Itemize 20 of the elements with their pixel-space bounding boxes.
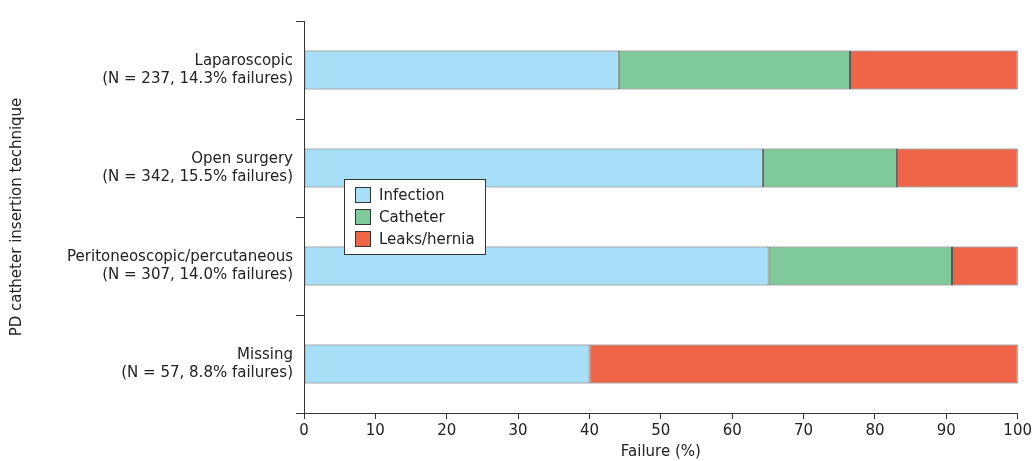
y-axis-title: PD catheter insertion technique [6,97,25,337]
x-tick-label: 30 [508,420,528,439]
y-tick-label: Laparoscopic (N = 237, 14.3% failures) [102,50,293,87]
x-tick-label: 100 [1003,420,1033,439]
x-tick-label: 70 [794,420,814,439]
x-tick-label: 40 [579,420,600,439]
y-tick-label: Open surgery (N = 342, 15.5% failures) [102,148,294,185]
legend-label: Catheter [379,208,445,226]
x-tick-label: 10 [365,420,385,439]
x-tick-label: 0 [299,420,309,439]
x-tick-label: 50 [651,420,671,439]
y-tick-label: Peritoneoscopic/percutaneous (N = 307, 14.0% failures) [67,246,294,283]
x-axis-title: Failure (%) [620,441,701,460]
x-tick-label: 20 [437,420,457,439]
x-tick-label: 80 [865,420,885,439]
x-tick-label: 90 [936,420,956,439]
y-tick-label: Missing (N = 57, 8.8% failures) [121,344,293,381]
x-tick-label: 60 [722,420,742,439]
legend-label: Leaks/hernia [379,230,475,248]
legend-label: Infection [379,186,445,204]
